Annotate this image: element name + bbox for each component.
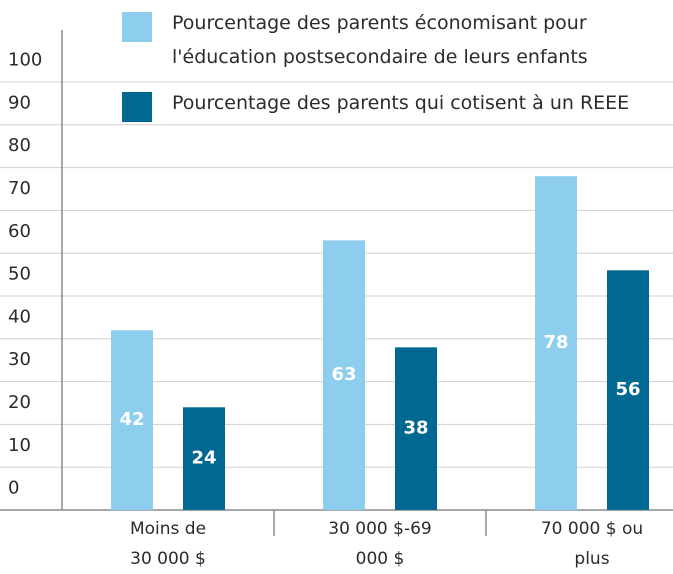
- y-tick-label: 50: [8, 264, 31, 285]
- y-tick-label: 100: [8, 50, 42, 71]
- value-label: 56: [615, 379, 640, 400]
- y-tick-label: 80: [8, 135, 31, 156]
- bar: [395, 347, 437, 510]
- value-label: 24: [191, 448, 216, 469]
- x-tick-label: 70 000 $ ou plus: [540, 519, 644, 569]
- legend-label: Pourcentage des parents qui cotisent à u…: [172, 92, 630, 114]
- legend-swatch: [122, 12, 152, 42]
- value-label: 78: [543, 332, 568, 353]
- x-tick-label: Moins de 30 000 $: [129, 519, 207, 569]
- y-tick-label: 20: [8, 392, 31, 413]
- bar: [323, 240, 365, 511]
- bar: [111, 330, 153, 510]
- value-label: 38: [403, 418, 428, 439]
- y-tick-label: 70: [8, 178, 31, 199]
- legend-label: Pourcentage des parents économisant pour…: [172, 12, 588, 68]
- bar: [183, 407, 225, 510]
- y-tick-label: 0: [8, 478, 19, 499]
- value-label: 42: [119, 409, 144, 430]
- x-tick-label: 30 000 $-69 000 $: [328, 519, 432, 569]
- value-label: 63: [331, 364, 356, 385]
- y-tick-label: 40: [8, 306, 31, 327]
- y-tick-label: 10: [8, 435, 31, 456]
- y-tick-label: 90: [8, 92, 31, 113]
- y-tick-label: 60: [8, 221, 31, 242]
- y-tick-label: 30: [8, 349, 31, 370]
- legend-swatch: [122, 92, 152, 122]
- bar: [607, 270, 649, 510]
- bar: [535, 176, 577, 510]
